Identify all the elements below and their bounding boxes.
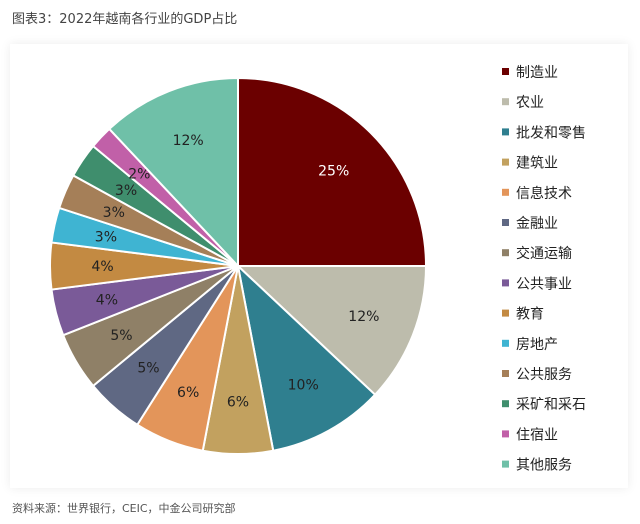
slice-label: 3% (115, 183, 137, 199)
legend-label: 信息技术 (516, 185, 572, 202)
legend-swatch (502, 249, 509, 257)
legend-label: 住宿业 (516, 426, 558, 443)
slice-label: 3% (103, 205, 125, 221)
slice-label: 5% (110, 328, 132, 344)
legend-swatch (502, 339, 509, 347)
slice-label: 10% (288, 378, 319, 394)
chart-title: 图表3：2022年越南各行业的GDP占比 (12, 12, 238, 27)
legend-swatch (502, 188, 509, 196)
legend-label: 房地产 (516, 337, 558, 353)
source-note: 资料来源：世界银行，CEIC，中金公司研究部 (12, 502, 236, 515)
legend-swatch (502, 370, 509, 377)
legend-swatch (502, 279, 509, 287)
legend-label: 金融业 (516, 216, 558, 232)
slice-label: 5% (137, 361, 159, 377)
pie-slice (237, 76, 428, 267)
slice-label: 25% (318, 163, 349, 179)
slice-label: 2% (128, 166, 150, 182)
legend-swatch (502, 68, 509, 75)
slice-label: 4% (92, 259, 114, 275)
pie-slice (107, 76, 239, 269)
slice-label: 12% (348, 309, 379, 325)
legend-swatch (502, 128, 509, 136)
legend-swatch (502, 98, 509, 106)
slice-label: 6% (227, 394, 249, 410)
legend-swatch (502, 460, 509, 468)
legend-swatch (502, 400, 509, 408)
legend-swatch (502, 309, 509, 317)
legend-label: 批发和零售 (516, 125, 586, 141)
legend-label: 采矿和采石 (516, 397, 586, 413)
legend-swatch (502, 158, 509, 166)
legend-label: 交通运输 (516, 245, 572, 262)
legend-label: 农业 (516, 95, 544, 111)
slice-label: 6% (177, 385, 199, 401)
chart-panel: 25% 12% 10% 6% 6% 5% 5% 4% 4% 3% 3% 3% 2% 12% 制造业 农业 批发和… (10, 44, 628, 488)
legend-label: 教育 (516, 307, 544, 323)
slice-label: 12% (173, 133, 204, 149)
legend-swatch (502, 219, 509, 226)
legend-label: 公共事业 (516, 276, 572, 292)
pie-chart: 25%12%10%6%6%5%5%4%4%3%3%3%2%12%制造业农业批发和… (49, 65, 586, 474)
pie-slice (236, 263, 377, 452)
slice-label: 3% (95, 229, 117, 245)
legend-label: 制造业 (516, 65, 558, 81)
legend-label: 建筑业 (516, 156, 558, 172)
slice-label: 4% (96, 293, 118, 309)
pie-slice (235, 265, 428, 397)
legend-label: 公共服务 (516, 367, 572, 383)
legend-swatch (502, 430, 509, 438)
legend-label: 其他服务 (516, 458, 572, 474)
